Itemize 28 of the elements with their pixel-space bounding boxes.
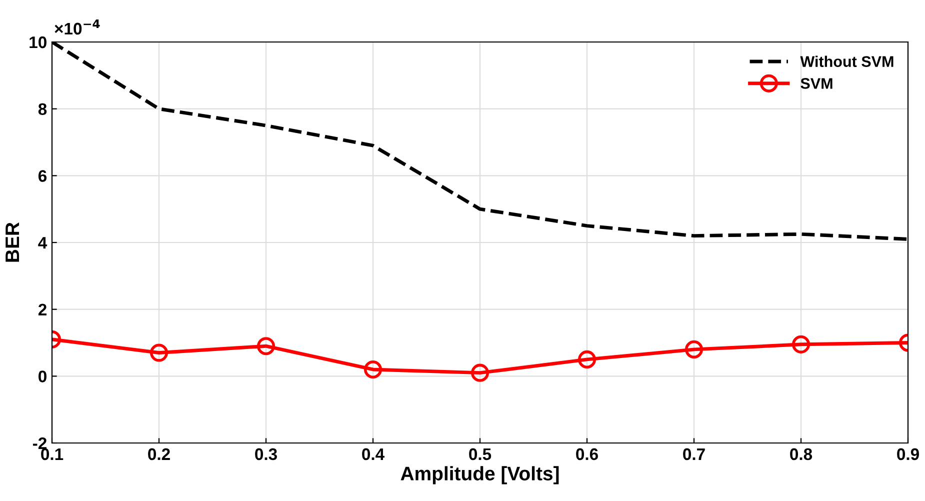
x-tick-label: 0.3	[255, 448, 277, 460]
x-tick-label: 0.4	[362, 448, 384, 460]
point	[256, 337, 276, 356]
y-tick-label: 0	[38, 370, 46, 382]
y-tick-label: 10	[30, 36, 46, 48]
point	[470, 364, 490, 382]
y-axis-title: BER	[6, 222, 20, 262]
y-tick-label: 8	[38, 103, 47, 116]
x-tick-label: 0.6	[576, 448, 598, 460]
point	[684, 340, 704, 358]
x-tick-label: 0.9	[897, 448, 919, 460]
point	[578, 350, 596, 368]
x-axis-title: Amplitude [Volts]	[400, 466, 559, 484]
legend-label: SVM	[800, 78, 832, 89]
x-tick-label: 0.1	[41, 448, 64, 460]
x-tick-label: 0.2	[148, 448, 170, 460]
point	[364, 360, 382, 379]
point	[150, 344, 168, 362]
y-tick-label: 4	[38, 237, 48, 249]
y-tick-label: -2	[32, 437, 46, 450]
text: ×10$^{−4}$	[54, 20, 100, 35]
y-tick-label: 6	[38, 170, 47, 182]
x-tick-label: 0.5	[469, 448, 492, 460]
x-tick-label: 0.7	[683, 448, 705, 460]
y-tick-label: 2	[38, 304, 46, 316]
legend-label: Without SVM	[800, 56, 894, 67]
point	[792, 335, 810, 354]
x-tick-label: 0.8	[790, 448, 812, 460]
